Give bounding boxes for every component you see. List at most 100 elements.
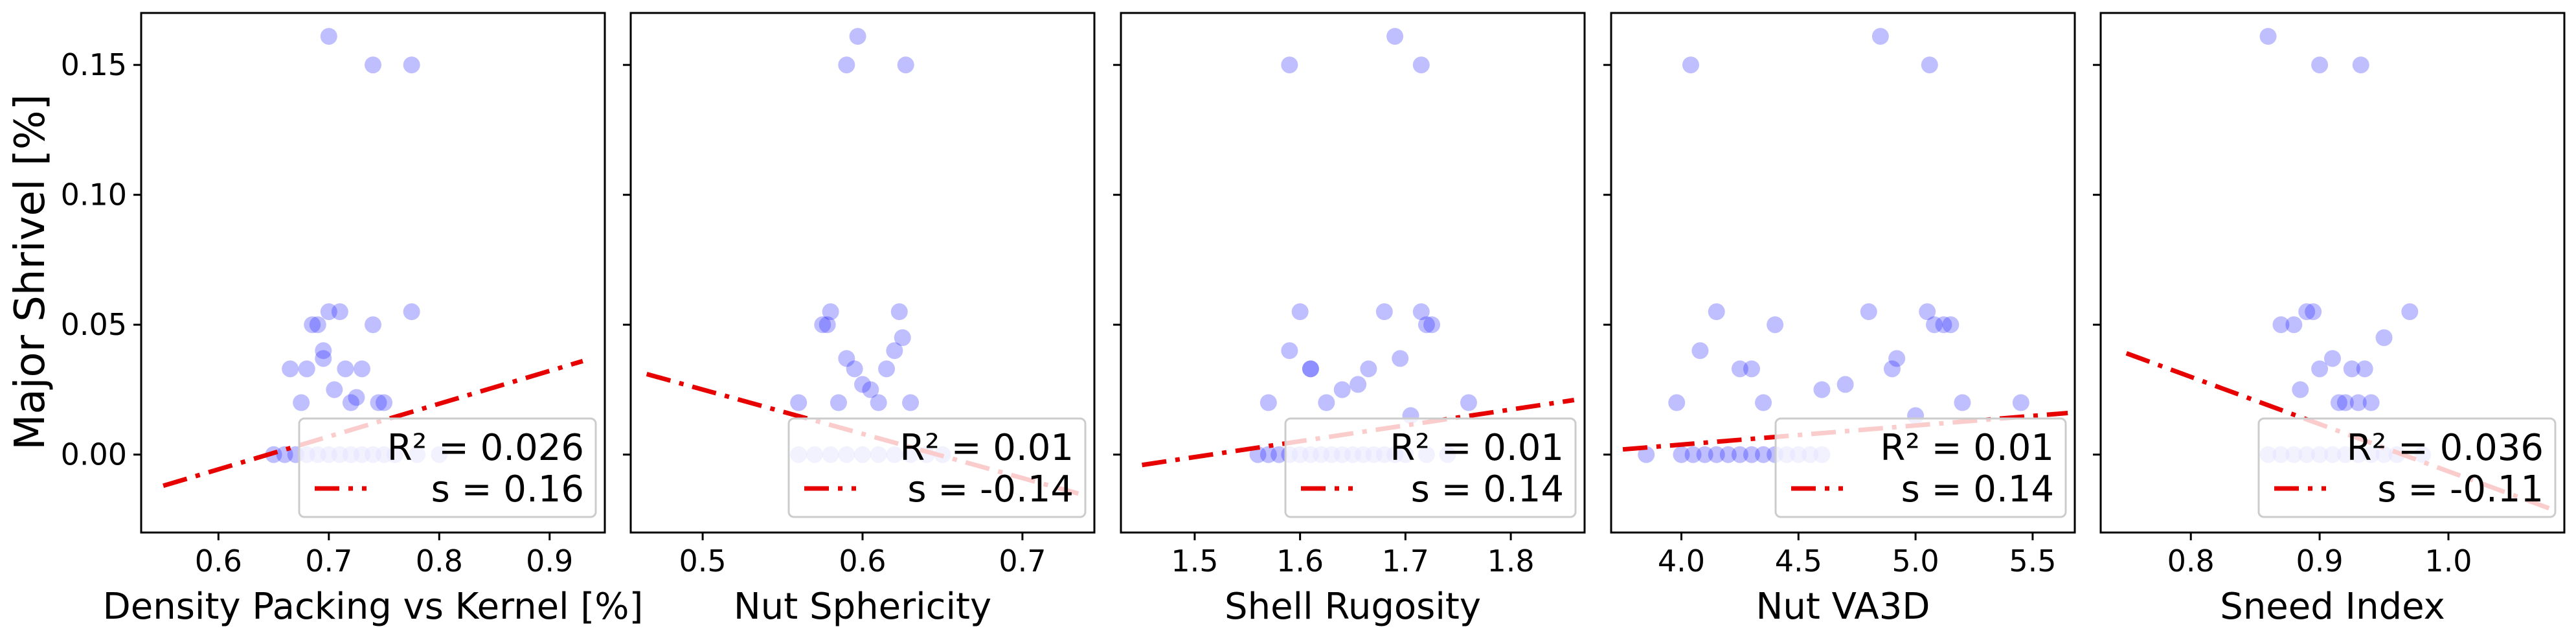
data-point <box>1302 360 1319 378</box>
data-point <box>2311 56 2329 74</box>
x-tick-label: 0.7 <box>305 544 352 579</box>
data-point <box>353 360 370 378</box>
data-point <box>1638 446 1655 463</box>
data-point <box>282 360 299 378</box>
data-point <box>2324 350 2341 367</box>
x-tick-label: 1.7 <box>1382 544 1429 579</box>
data-point <box>1888 350 1906 367</box>
x-tick-label: 5.0 <box>1892 544 1939 579</box>
data-point <box>1731 446 1748 463</box>
legend-r2: R² = 0.01 <box>1390 427 1564 469</box>
data-point <box>320 28 337 45</box>
data-point <box>2272 316 2290 334</box>
axes-frame <box>1610 12 2076 534</box>
data-point <box>1684 446 1702 463</box>
data-point <box>1767 316 1784 334</box>
x-tick-label: 1.5 <box>1171 544 1218 579</box>
data-point <box>293 394 310 411</box>
data-point <box>1813 381 1831 398</box>
data-point <box>838 56 855 74</box>
legend-box <box>1284 417 1577 518</box>
data-point <box>1743 446 1760 463</box>
legend-r2: R² = 0.01 <box>899 427 1074 469</box>
x-axis-label: Sneed Index <box>2220 586 2445 628</box>
data-point <box>320 303 337 321</box>
x-tick-label: 0.9 <box>2296 544 2344 579</box>
legend-box <box>787 417 1087 518</box>
data-point <box>1423 316 1441 334</box>
data-point <box>1673 446 1690 463</box>
data-point <box>854 376 871 393</box>
data-point <box>1386 28 1404 45</box>
data-point <box>2330 394 2347 411</box>
data-point <box>1691 342 1709 360</box>
data-point <box>1719 446 1737 463</box>
x-tick-label: 0.9 <box>526 544 573 579</box>
data-point <box>846 360 863 378</box>
data-point <box>878 360 896 378</box>
data-point <box>2352 56 2369 74</box>
data-point <box>1333 381 1351 398</box>
data-point <box>1919 303 1936 321</box>
x-tick-label: 0.5 <box>679 544 727 579</box>
x-tick-label: 4.5 <box>1775 544 1822 579</box>
data-point <box>1260 394 1277 411</box>
data-point <box>1954 394 1971 411</box>
legend-slope: s = 0.14 <box>1411 468 1564 511</box>
legend-box <box>2257 417 2557 518</box>
legend-slope: s = 0.14 <box>1901 468 2054 511</box>
legend-box <box>1774 417 2067 518</box>
data-point <box>315 342 332 360</box>
x-tick-label: 1.8 <box>1487 544 1535 579</box>
y-tick-label: 0.05 <box>61 307 127 342</box>
data-point <box>403 303 420 321</box>
data-point <box>2259 28 2277 45</box>
x-axis-label: Shell Rugosity <box>1225 586 1481 628</box>
data-point <box>348 389 365 406</box>
data-point <box>870 394 887 411</box>
data-point <box>1360 360 1377 378</box>
data-point <box>2375 329 2393 347</box>
data-point <box>1260 446 1277 463</box>
data-point <box>897 56 914 74</box>
data-point <box>403 56 420 74</box>
data-point <box>849 28 866 45</box>
data-point <box>298 360 315 378</box>
data-point <box>1860 303 1877 321</box>
legend-r2: R² = 0.036 <box>2347 427 2544 469</box>
x-tick-label: 0.8 <box>416 544 463 579</box>
data-point <box>326 381 343 398</box>
data-point <box>838 350 855 367</box>
data-point <box>819 316 836 334</box>
data-point <box>1942 316 1960 334</box>
axes-frame <box>1120 12 1586 534</box>
x-axis-label: Nut Sphericity <box>734 586 991 628</box>
data-point <box>304 316 321 334</box>
data-point <box>2356 360 2373 378</box>
data-point <box>2401 303 2419 321</box>
data-point <box>1926 316 1943 334</box>
data-point <box>2349 394 2367 411</box>
data-point <box>1755 446 1772 463</box>
data-point <box>309 316 326 334</box>
legend-slope: s = 0.16 <box>431 468 584 511</box>
data-point <box>2285 316 2303 334</box>
data-point <box>1412 56 1430 74</box>
data-point <box>1883 360 1901 378</box>
data-point <box>1271 446 1288 463</box>
data-point <box>830 394 847 411</box>
data-point <box>1460 394 1477 411</box>
data-point <box>1708 303 1725 321</box>
data-point <box>2336 394 2354 411</box>
legend-box <box>298 417 597 518</box>
x-tick-label: 4.0 <box>1658 544 1705 579</box>
y-tick-label: 0.00 <box>61 437 127 472</box>
data-point <box>2292 381 2309 398</box>
data-point <box>1318 394 1335 411</box>
plot-area <box>163 28 583 488</box>
data-point <box>1375 303 1393 321</box>
data-point <box>1708 446 1725 463</box>
